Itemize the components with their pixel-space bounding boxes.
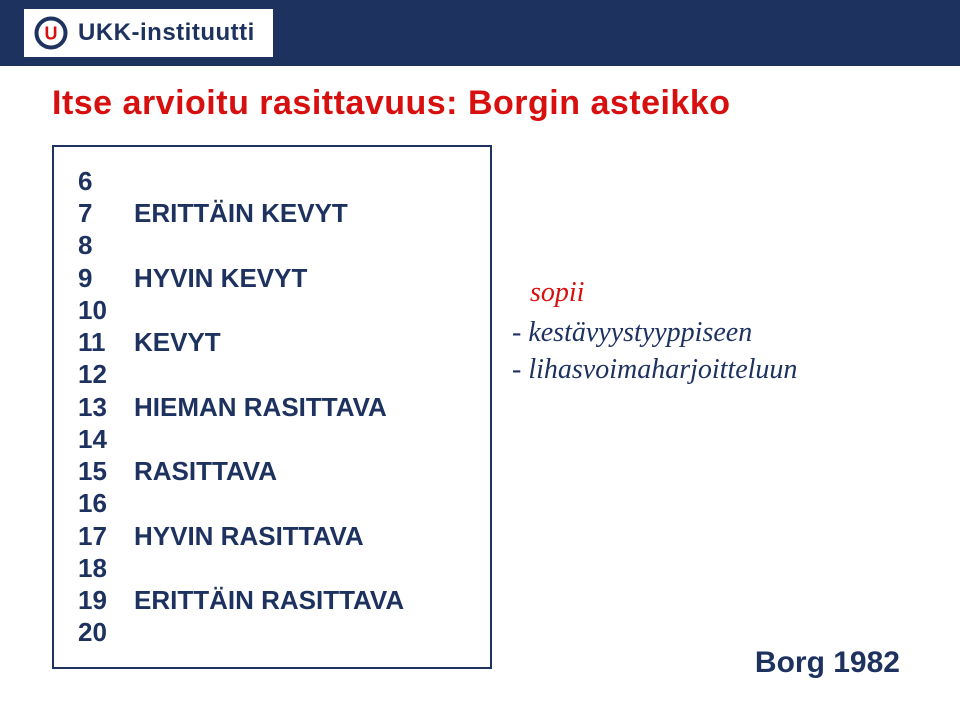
- scale-row: 15RASITTAVA: [78, 455, 470, 487]
- scale-label: ERITTÄIN RASITTAVA: [134, 584, 404, 616]
- scale-label: RASITTAVA: [134, 455, 277, 487]
- scale-num: 11: [78, 326, 134, 358]
- scale-row: 8: [78, 229, 470, 261]
- scale-row: 20: [78, 616, 470, 648]
- scale-label: KEVYT: [134, 326, 221, 358]
- content-row: 6 7ERITTÄIN KEVYT 8 9HYVIN KEVYT 10 11KE…: [52, 145, 924, 669]
- scale-row: 14: [78, 423, 470, 455]
- scale-num: 14: [78, 423, 134, 455]
- scale-num: 20: [78, 616, 134, 648]
- scale-num: 16: [78, 487, 134, 519]
- header-bar: U UKK-instituutti: [0, 0, 960, 66]
- scale-num: 12: [78, 358, 134, 390]
- scale-row: 13HIEMAN RASITTAVA: [78, 391, 470, 423]
- scale-num: 10: [78, 294, 134, 326]
- scale-row: 19ERITTÄIN RASITTAVA: [78, 584, 470, 616]
- scale-num: 8: [78, 229, 134, 261]
- notes-bullet: - lihasvoimaharjoitteluun: [512, 352, 797, 388]
- scale-num: 19: [78, 584, 134, 616]
- borg-scale-box: 6 7ERITTÄIN KEVYT 8 9HYVIN KEVYT 10 11KE…: [52, 145, 492, 669]
- logo: U UKK-instituutti: [24, 9, 273, 57]
- scale-num: 18: [78, 552, 134, 584]
- footer-reference: Borg 1982: [755, 646, 900, 680]
- scale-num: 13: [78, 391, 134, 423]
- scale-row: 16: [78, 487, 470, 519]
- scale-row: 18: [78, 552, 470, 584]
- slide-body: Itse arvioitu rasittavuus: Borgin asteik…: [0, 66, 960, 716]
- scale-row: 6: [78, 165, 470, 197]
- scale-row: 12: [78, 358, 470, 390]
- scale-num: 17: [78, 520, 134, 552]
- scale-num: 15: [78, 455, 134, 487]
- logo-icon: U: [34, 16, 68, 50]
- scale-num: 6: [78, 165, 134, 197]
- scale-row: 9HYVIN KEVYT: [78, 262, 470, 294]
- scale-label: ERITTÄIN KEVYT: [134, 197, 348, 229]
- scale-num: 7: [78, 197, 134, 229]
- notes-heading: sopii: [530, 275, 797, 311]
- scale-label: HIEMAN RASITTAVA: [134, 391, 387, 423]
- notes-column: sopii - kestävyystyyppiseen - lihasvoima…: [512, 145, 797, 388]
- scale-row: 11KEVYT: [78, 326, 470, 358]
- scale-row: 7ERITTÄIN KEVYT: [78, 197, 470, 229]
- logo-symbol-text: U: [45, 24, 58, 44]
- scale-num: 9: [78, 262, 134, 294]
- scale-label: HYVIN KEVYT: [134, 262, 307, 294]
- logo-text: UKK-instituutti: [78, 19, 255, 47]
- notes-bullet: - kestävyystyyppiseen: [512, 315, 797, 351]
- scale-row: 10: [78, 294, 470, 326]
- page-title: Itse arvioitu rasittavuus: Borgin asteik…: [52, 84, 924, 123]
- scale-label: HYVIN RASITTAVA: [134, 520, 364, 552]
- scale-row: 17HYVIN RASITTAVA: [78, 520, 470, 552]
